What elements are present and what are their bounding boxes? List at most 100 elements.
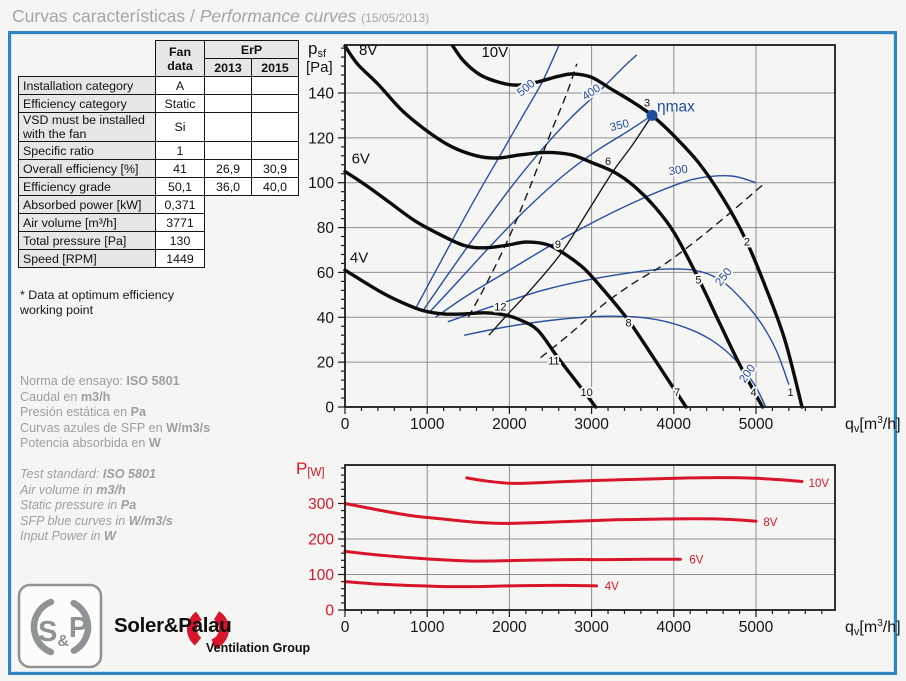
note-line: Static pressure in Pa	[20, 498, 295, 514]
fan-curve-4V	[343, 268, 598, 409]
table-row: Efficiency grade 50,1 36,0 40,0	[18, 177, 299, 196]
table-row: VSD must be installed with the fan Si	[18, 112, 299, 142]
power-curve-label-8V: 8V	[763, 517, 777, 529]
col-header-fan-data: Fan data	[155, 40, 205, 77]
note-line: Input Power in W	[20, 529, 295, 545]
axis-label-part: 3	[877, 618, 883, 629]
axis-label-part: 3	[877, 415, 883, 426]
col-header-erp: ErP	[204, 40, 299, 59]
note-bold: ISO 5801	[126, 374, 180, 388]
row-label: Overall efficiency [%]	[18, 159, 156, 178]
plot-border	[344, 44, 836, 408]
brand-swoosh-icon	[187, 608, 229, 650]
table-row: Specific ratio 1	[18, 141, 299, 160]
fan-curve-6V	[343, 169, 688, 409]
note-bold: W/m3/s	[128, 513, 173, 528]
axis-label-part: q	[845, 619, 854, 636]
power-curve-10V	[465, 476, 804, 485]
x-axis-label: qv[m3/h]	[845, 618, 901, 638]
erp2013-value: 36,0	[204, 177, 252, 196]
erp2015-value	[251, 112, 299, 142]
x-tick-label: 3000	[574, 416, 609, 433]
table-row: Total pressure [Pa] 130	[18, 231, 299, 250]
note-line: Potencia absorbida en W	[20, 436, 295, 452]
axis-label-part: p	[308, 39, 317, 58]
eta-max-sup: 3	[644, 97, 650, 109]
swoosh-lower-arc	[187, 608, 229, 650]
y-tick-label: 0	[325, 603, 334, 620]
sfp-curve-400	[422, 54, 638, 311]
fan-curve-8V	[343, 44, 765, 409]
note-bold: m3/h	[96, 482, 126, 497]
sfp-curve-label-300: 300	[668, 163, 689, 178]
note-line: Air volume in m3/h	[20, 483, 295, 499]
x-tick-label: 1000	[410, 416, 445, 433]
note-line: Test standard: ISO 5801	[20, 467, 295, 483]
y-tick-label: 140	[308, 85, 334, 102]
power-curve-4V	[343, 580, 598, 589]
brand-block: Soler&Palau Ventilation Group	[114, 600, 344, 672]
note-bold: Pa	[120, 498, 137, 512]
y-tick-label: 100	[308, 567, 334, 584]
power-curve-label-4V: 4V	[605, 581, 619, 593]
x-axis-label: qv[m3/h]	[845, 415, 901, 435]
note-text: Norma de ensayo:	[20, 374, 127, 388]
x-tick-label: 1000	[410, 619, 445, 636]
fan-value: 1449	[155, 249, 205, 268]
axis-label-part: [m	[859, 619, 877, 636]
power-curve-8V	[343, 502, 758, 525]
y-axis-label: P[W]	[296, 459, 325, 479]
erp2013-value	[204, 94, 252, 113]
x-tick-label: 4000	[657, 416, 692, 433]
operating-point-2: 2	[744, 237, 750, 249]
axis-label-part: /h]	[883, 416, 901, 433]
sp-logo-right-arc	[30, 596, 92, 658]
axis-label-part: v	[854, 626, 860, 638]
note-line: Presión estática en Pa	[20, 405, 295, 421]
note-text: Caudal en	[20, 389, 81, 404]
operating-point-7: 7	[674, 387, 680, 399]
page-title: Curvas características / Performance cur…	[12, 6, 429, 27]
fan-value: Si	[155, 112, 205, 142]
fan-value: 41	[155, 159, 205, 178]
y-tick-label: 120	[308, 130, 334, 147]
note-text: Static pressure in	[20, 498, 121, 512]
row-label: Efficiency grade	[18, 177, 156, 196]
operating-point-4: 4	[750, 387, 756, 399]
fan-value: 1	[155, 141, 205, 160]
sfp-curve-label-250: 250	[713, 266, 734, 289]
row-label: Speed [RPM]	[18, 249, 156, 268]
y-tick-label: 200	[308, 532, 334, 549]
table-row: Installation category A	[18, 76, 299, 95]
table-row: Overall efficiency [%] 41 26,9 30,9	[18, 159, 299, 178]
power-curve-label-6V: 6V	[689, 555, 703, 567]
title-date: (15/05/2013)	[361, 11, 430, 25]
row-label: Absorbed power [kW]	[18, 195, 156, 214]
operating-point-1: 1	[787, 387, 793, 399]
eta-max-label: ηmax	[657, 98, 695, 115]
row-label: Installation category	[18, 76, 156, 95]
erp2015-value: 40,0	[251, 177, 299, 196]
y-tick-label: 80	[317, 220, 335, 237]
table-corner-blank2	[19, 59, 156, 77]
note-bold: W	[104, 529, 116, 543]
axis-label-part: [W]	[307, 467, 324, 479]
row-label: Specific ratio	[18, 141, 156, 160]
title-english: Performance curves	[199, 6, 357, 26]
power-curve-label-10V: 10V	[809, 478, 830, 490]
note-text: SFP blue curves in	[20, 513, 129, 528]
fan-curve-label-10V: 10V	[481, 44, 508, 61]
fan-value: Static	[155, 94, 205, 113]
table-row: Absorbed power [kW] 0,371	[18, 195, 299, 214]
pressure-flow-chart: 0 1000 2000 3000 4000 5000 0 20 40 60 80 100 120 140 5…	[306, 39, 901, 435]
table-footnote: * Data at optimum efficiency working poi…	[20, 288, 175, 317]
table-header-row: Fan data ErP	[19, 40, 299, 77]
x-tick-label: 2000	[492, 619, 527, 636]
note-text: Curvas azules de SFP en	[20, 420, 167, 435]
eta-max-point	[646, 109, 658, 121]
table-row: Efficiency category Static	[18, 94, 299, 113]
operating-point-8: 8	[626, 317, 632, 329]
note-text: Test standard:	[20, 467, 103, 481]
row-label: VSD must be installed with the fan	[18, 112, 156, 142]
